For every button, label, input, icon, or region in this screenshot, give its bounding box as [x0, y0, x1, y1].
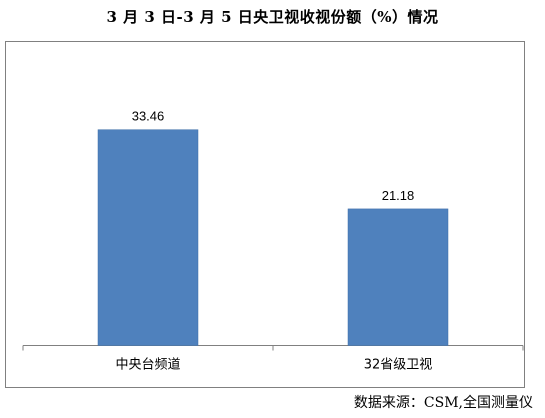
- x-tick-label-0: 中央台频道: [115, 358, 180, 373]
- x-tick-label-1: 32省级卫视: [364, 358, 433, 373]
- bar-1: [347, 208, 449, 346]
- chart-title: 3 月 3 日-3 月 5 日央卫视收视份额（%）情况: [106, 8, 439, 26]
- data-labels-group: 33.46 21.18: [132, 109, 415, 203]
- bar-0: [97, 129, 199, 346]
- data-label-1: 21.18: [382, 188, 415, 203]
- source-note: 数据来源：CSM,全国测量仪: [353, 395, 533, 411]
- data-label-0: 33.46: [132, 109, 165, 124]
- plot-border: [5, 41, 525, 388]
- bars-group: [97, 129, 449, 346]
- x-tick-labels-group: 中央台频道 32省级卫视: [22, 345, 524, 373]
